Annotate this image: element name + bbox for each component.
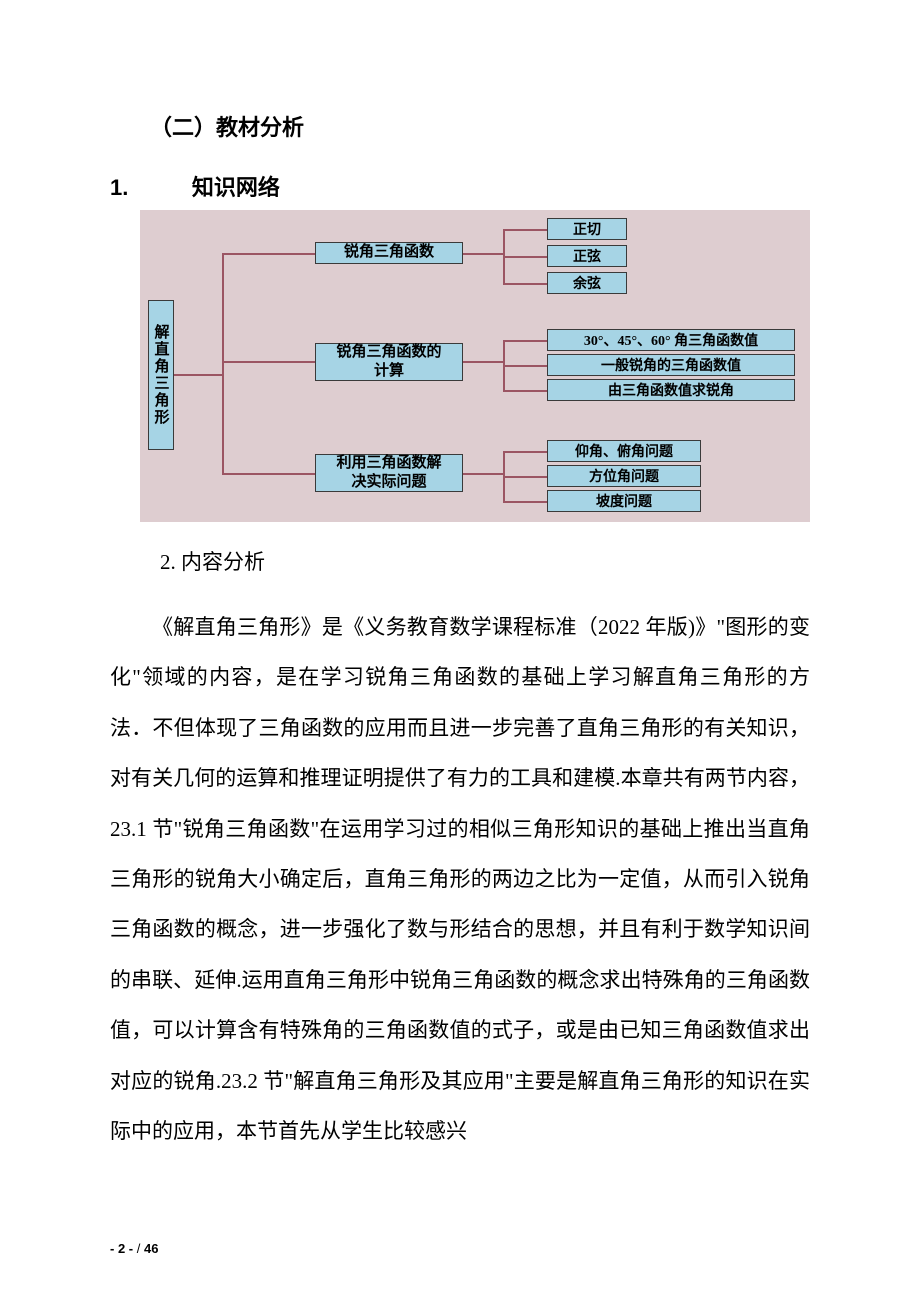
leaf-node: 由三角函数值求锐角 bbox=[547, 379, 795, 401]
connector bbox=[222, 253, 224, 475]
list-heading-text: 知识网络 bbox=[192, 175, 280, 200]
connector bbox=[503, 340, 547, 342]
page-total: 46 bbox=[144, 1241, 158, 1256]
leaf-node: 余弦 bbox=[547, 272, 627, 294]
connector bbox=[463, 361, 503, 363]
knowledge-network-diagram: 解直角三角形 锐角三角函数 锐角三角函数的计算 利用三角函数解决实际问题 正切 … bbox=[140, 210, 810, 522]
leaf-node: 仰角、俯角问题 bbox=[547, 440, 701, 462]
connector bbox=[463, 253, 503, 255]
section-heading: （二）教材分析 bbox=[110, 110, 810, 142]
leaf-node: 正弦 bbox=[547, 245, 627, 267]
subsection-heading: 2. 内容分析 bbox=[110, 546, 810, 576]
connector bbox=[503, 451, 547, 453]
connector bbox=[503, 229, 547, 231]
leaf-node: 30°、45°、60° 角三角函数值 bbox=[547, 329, 795, 351]
mid-node-2: 锐角三角函数的计算 bbox=[315, 343, 463, 381]
body-paragraph: 《解直角三角形》是《义务教育数学课程标准（2022 年版)》"图形的变化"领域的… bbox=[110, 602, 810, 1156]
leaf-node: 正切 bbox=[547, 218, 627, 240]
mid-node-1: 锐角三角函数 bbox=[315, 242, 463, 264]
connector bbox=[174, 374, 222, 376]
connector bbox=[222, 361, 315, 363]
connector bbox=[222, 473, 315, 475]
leaf-node: 一般锐角的三角函数值 bbox=[547, 354, 795, 376]
mid-node-3: 利用三角函数解决实际问题 bbox=[315, 454, 463, 492]
connector bbox=[503, 256, 547, 258]
diagram-root-node: 解直角三角形 bbox=[148, 300, 174, 450]
connector bbox=[503, 390, 547, 392]
list-number: 1. bbox=[110, 175, 128, 201]
connector bbox=[503, 283, 547, 285]
connector bbox=[463, 473, 503, 475]
leaf-node: 坡度问题 bbox=[547, 490, 701, 512]
connector bbox=[503, 365, 547, 367]
leaf-node: 方位角问题 bbox=[547, 465, 701, 487]
page-footer: - 2 - / 46 bbox=[110, 1241, 158, 1256]
connector bbox=[503, 501, 547, 503]
page-current: - 2 - bbox=[110, 1241, 133, 1256]
page-separator: / bbox=[133, 1241, 144, 1256]
connector bbox=[222, 253, 315, 255]
connector bbox=[503, 476, 547, 478]
list-heading: 1. 知识网络 bbox=[110, 170, 810, 202]
